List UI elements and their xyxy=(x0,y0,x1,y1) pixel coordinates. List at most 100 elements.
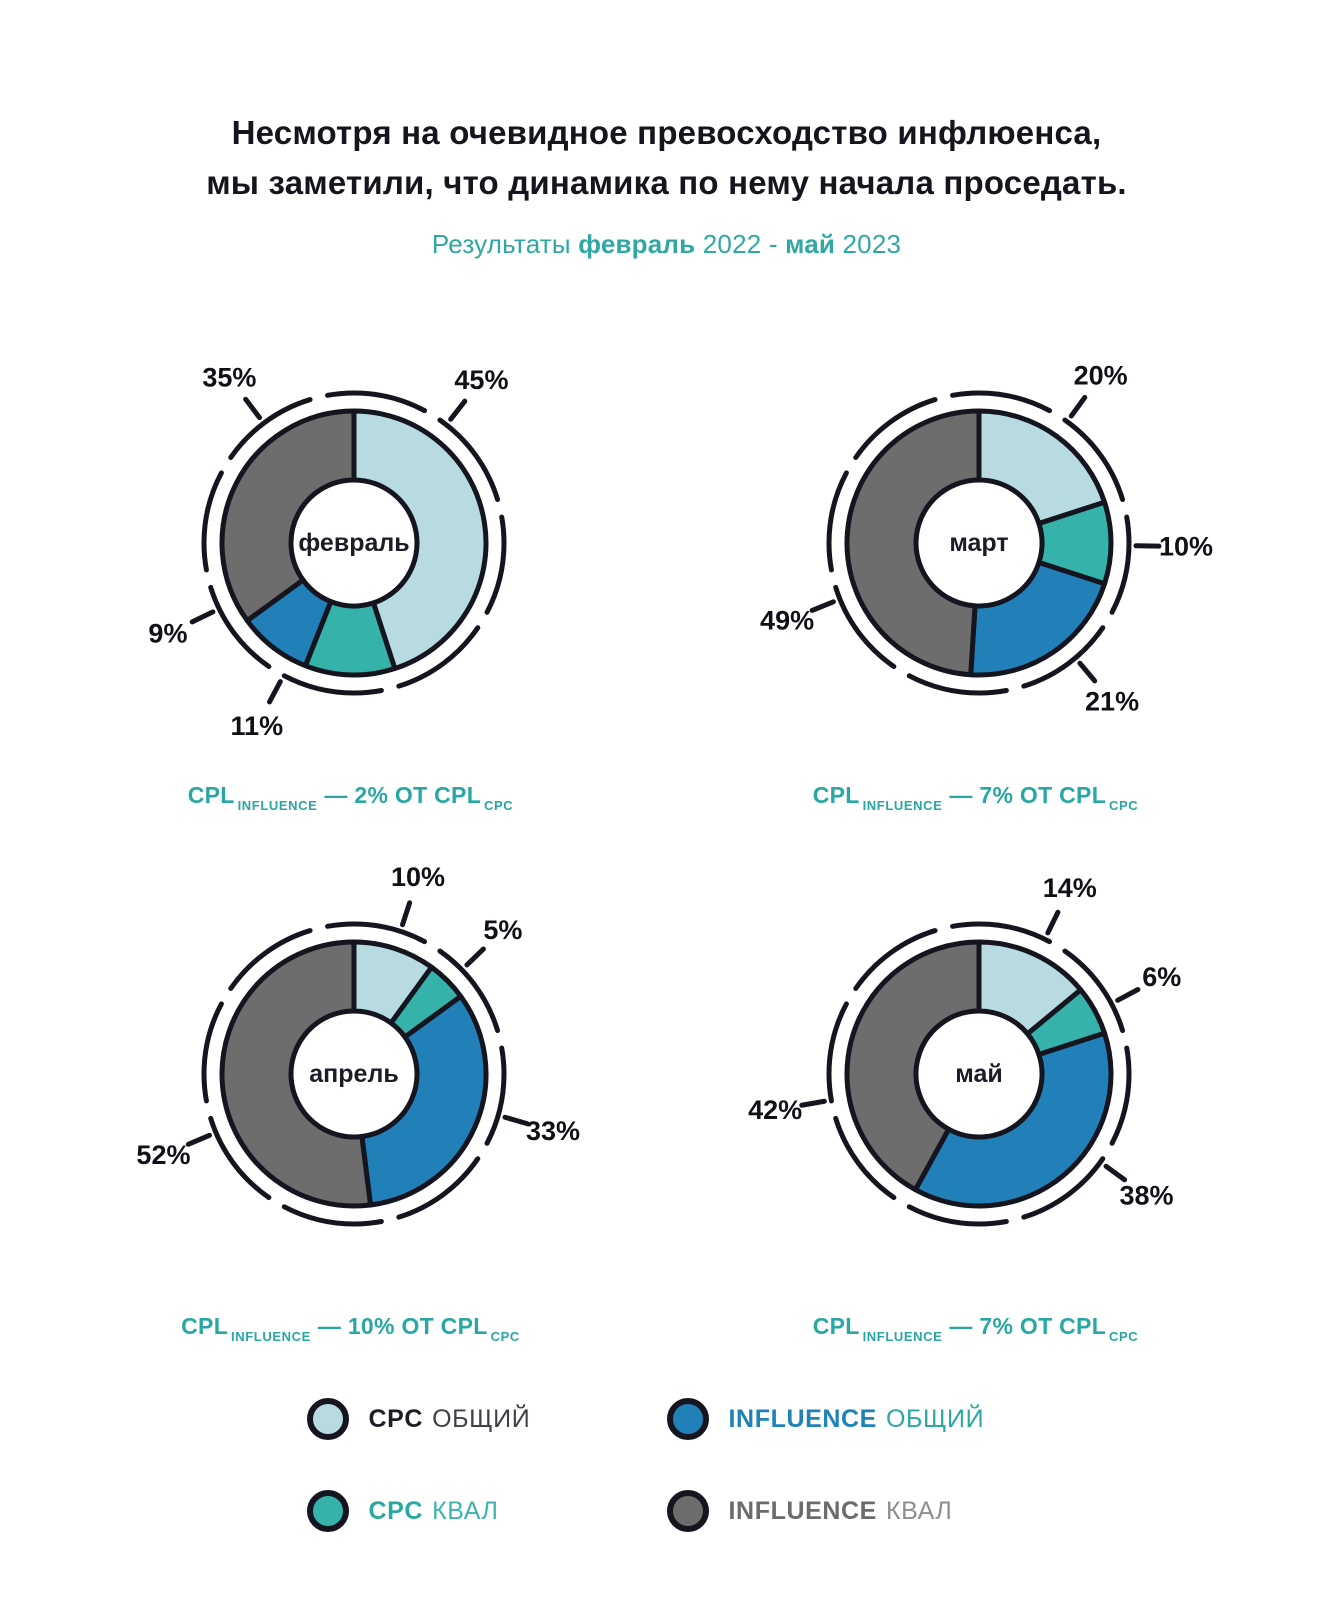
caption-sub-influence: INFLUENCE xyxy=(862,1329,943,1345)
slice-percent-label: 21% xyxy=(1085,687,1139,717)
caption-cpl: CPL xyxy=(812,1313,860,1340)
caption-cpl: CPL xyxy=(181,1313,229,1340)
page-title: Несмотря на очевидное превосходство инфл… xyxy=(0,22,1333,207)
label-tick xyxy=(464,946,486,968)
legend-swatch-cpc-total xyxy=(306,1398,349,1441)
label-tick xyxy=(266,679,283,705)
donut-chart-february: 45% 11% 9% 35% февраль xyxy=(148,363,508,741)
chart-cell-may: 14% 6% 38% 42% май CPL INFLUENCE — 7% ОТ CPL CP… xyxy=(667,849,1292,1344)
donut-slice-influence_qual xyxy=(844,939,982,1193)
chart-cell-february: 45% 11% 9% 35% февраль CPL INFLUENCE — 2% ОТ C… xyxy=(42,318,667,813)
chart-caption-march: CPL INFLUENCE — 7% ОТ CPL CPC xyxy=(813,782,1146,813)
slice-percent-label: 35% xyxy=(202,363,256,393)
slice-percent-label: 38% xyxy=(1119,1181,1173,1211)
label-tick xyxy=(1068,395,1088,419)
donut-slice-cpc_total xyxy=(976,408,1108,527)
label-tick xyxy=(243,396,263,421)
label-tick xyxy=(185,1133,212,1148)
donut-slice-influence_qual xyxy=(219,939,374,1209)
legend-label-bold: INFLUENCE xyxy=(728,1496,877,1525)
donut-slice-influence_total xyxy=(968,560,1108,678)
legend-label-rest: КВАЛ xyxy=(432,1496,499,1525)
legend-label-bold: INFLUENCE xyxy=(728,1404,877,1433)
subtitle-month2: май xyxy=(785,229,836,260)
subtitle-mid: 2022 - xyxy=(702,229,778,260)
caption-mid: — 2% ОТ CPL xyxy=(324,782,482,809)
donut-slice-influence_qual xyxy=(844,408,982,678)
donut-chart-may: 14% 6% 38% 42% май xyxy=(748,873,1181,1227)
legend-label-bold: CPC xyxy=(368,1404,424,1433)
donut-slice-influence_total xyxy=(359,994,489,1208)
slice-percent-label: 10% xyxy=(391,862,445,892)
caption-sub-influence: INFLUENCE xyxy=(862,798,943,814)
dashed-ring xyxy=(201,921,507,1227)
chart-caption-february: CPL INFLUENCE — 2% ОТ CPL CPC xyxy=(188,782,521,813)
slice-percent-label: 49% xyxy=(760,606,814,636)
slice-percent-label: 45% xyxy=(454,365,508,395)
label-tick xyxy=(1077,660,1098,684)
subtitle-month1: февраль xyxy=(578,229,696,260)
chart-caption-april: CPL INFLUENCE — 10% ОТ CPL CPC xyxy=(181,1313,527,1344)
caption-sub-cpc: CPC xyxy=(490,1329,520,1345)
legend-swatch-cpc-qual xyxy=(306,1490,349,1533)
caption-mid: — 7% ОТ CPL xyxy=(949,782,1107,809)
label-tick xyxy=(1045,909,1061,936)
caption-sub-cpc: CPC xyxy=(1109,1329,1139,1345)
legend-swatch-influence-qual xyxy=(666,1490,709,1533)
legend-label-bold: CPC xyxy=(368,1496,424,1525)
label-tick xyxy=(502,1114,530,1127)
legend-label: INFLUENCE КВАЛ xyxy=(729,1497,953,1526)
dashed-ring xyxy=(826,390,1132,696)
label-tick xyxy=(400,900,413,928)
caption-sub-cpc: CPC xyxy=(1109,798,1139,814)
slice-percent-label: 5% xyxy=(483,915,522,945)
label-tick xyxy=(809,599,836,614)
slice-percent-label: 6% xyxy=(1142,962,1181,992)
legend-label-rest: ОБЩИЙ xyxy=(432,1404,531,1433)
subtitle-year2: 2023 xyxy=(842,229,902,260)
legend-item-cpc-qual: CPC КВАЛ xyxy=(306,1490,499,1533)
page-title-line1: Несмотря на очевидное превосходство инфл… xyxy=(231,114,1102,152)
legend-label-rest: КВАЛ xyxy=(885,1496,953,1525)
legend-item-influence-qual: INFLUENCE КВАЛ xyxy=(666,1490,953,1533)
donut-slice-influence_qual xyxy=(219,408,357,624)
donut-month-label: февраль xyxy=(298,529,409,557)
legend-swatch-influence-total xyxy=(666,1398,709,1441)
subtitle-prefix: Результаты xyxy=(431,229,571,260)
slice-percent-label: 42% xyxy=(748,1095,802,1125)
slice-percent-label: 9% xyxy=(148,619,187,649)
caption-cpl: CPL xyxy=(187,782,235,809)
legend-item-cpc-total: CPC ОБЩИЙ xyxy=(306,1398,531,1441)
donut-chart-april: 10% 5% 33% 52% апрель xyxy=(136,862,580,1227)
label-tick xyxy=(799,1098,827,1108)
donut-month-label: март xyxy=(949,529,1008,557)
donut-slice-influence_total xyxy=(912,1030,1114,1209)
chart-cell-march: 20% 10% 21% 49% март CPL INFLUENCE — 7% ОТ CPL… xyxy=(667,318,1292,813)
legend-label-rest: ОБЩИЙ xyxy=(885,1404,985,1433)
label-tick xyxy=(1103,1164,1128,1183)
slice-percent-label: 11% xyxy=(231,711,284,741)
slice-percent-label: 20% xyxy=(1074,361,1128,391)
legend: CPC ОБЩИЙ INFLUENCE ОБЩИЙ CPC КВАЛ INFLUENC… xyxy=(0,1398,1333,1533)
caption-sub-cpc: CPC xyxy=(484,798,514,814)
caption-mid: — 10% ОТ CPL xyxy=(317,1313,488,1340)
label-tick xyxy=(189,609,216,625)
donut-month-label: май xyxy=(955,1060,1002,1088)
caption-cpl: CPL xyxy=(812,782,860,809)
legend-label: INFLUENCE ОБЩИЙ xyxy=(729,1405,985,1434)
slice-percent-label: 52% xyxy=(136,1140,190,1170)
donut-slice-cpc_total xyxy=(351,408,489,672)
slice-percent-label: 14% xyxy=(1043,873,1097,903)
dashed-ring xyxy=(201,390,507,696)
chart-cell-april: 10% 5% 33% 52% апрель CPL INFLUENCE — 10% ОТ C… xyxy=(42,849,667,1344)
subtitle: Результаты февраль 2022 - май 2023 xyxy=(0,229,1333,260)
legend-label: CPC КВАЛ xyxy=(369,1497,499,1526)
slice-percent-label: 33% xyxy=(526,1116,580,1146)
caption-sub-influence: INFLUENCE xyxy=(231,1329,311,1345)
caption-sub-influence: INFLUENCE xyxy=(237,798,318,814)
label-tick xyxy=(1115,987,1141,1004)
chart-caption-may: CPL INFLUENCE — 7% ОТ CPL CPC xyxy=(813,1313,1146,1344)
label-tick xyxy=(448,398,468,423)
charts-grid: 45% 11% 9% 35% февраль CPL INFLUENCE — 2% ОТ C… xyxy=(42,318,1292,1344)
